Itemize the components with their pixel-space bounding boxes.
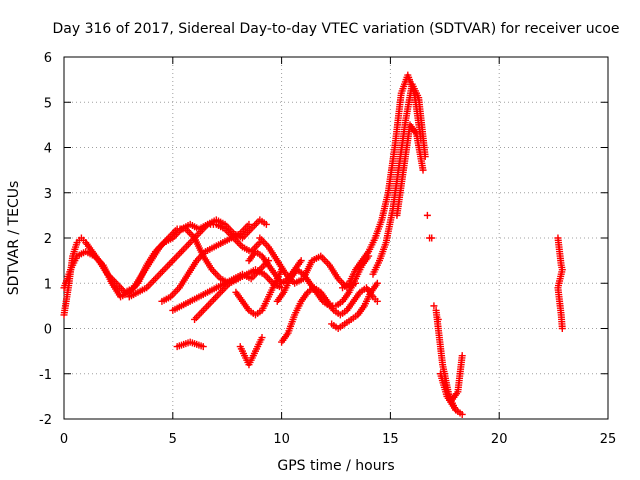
- data-point: [558, 325, 566, 332]
- y-tick-label: 2: [44, 232, 52, 247]
- data-point: [245, 220, 253, 228]
- y-axis-label: SDTVAR / TECUs: [6, 181, 22, 296]
- y-tick-labels: -2 -1 0 1 2 3 4 5 6: [39, 51, 52, 428]
- y-tick-label: 6: [44, 51, 52, 66]
- data-point: [373, 297, 381, 305]
- x-tick-label: 0: [60, 432, 68, 447]
- x-tick-label: 20: [491, 432, 508, 447]
- y-tick-label: -1: [39, 368, 52, 383]
- data-point: [430, 302, 438, 310]
- data-point: [423, 211, 431, 219]
- data-point: [373, 279, 381, 287]
- data-point: [452, 406, 460, 414]
- data-point: [258, 334, 266, 342]
- y-tick-label: 1: [44, 277, 52, 292]
- y-tick-label: 0: [44, 323, 52, 338]
- data-point: [262, 220, 270, 228]
- chart-title: Day 316 of 2017, Sidereal Day-to-day VTE…: [53, 21, 620, 37]
- data-point: [458, 410, 466, 418]
- data-point: [419, 166, 427, 174]
- x-tick-labels: 0 5 10 15 20 25: [60, 432, 616, 447]
- x-tick-label: 25: [600, 432, 617, 447]
- x-tick-label: 15: [382, 432, 399, 447]
- data-point: [458, 352, 466, 360]
- y-tick-label: 4: [44, 142, 52, 157]
- y-tick-label: -2: [39, 413, 52, 428]
- grid-lines: [64, 57, 608, 419]
- y-tick-label: 3: [44, 187, 52, 202]
- data-point: [199, 343, 207, 351]
- x-axis-label: GPS time / hours: [277, 458, 394, 474]
- x-tick-label: 5: [169, 432, 177, 447]
- x-tick-label: 10: [273, 432, 290, 447]
- data-points: [60, 71, 566, 418]
- data-point: [426, 234, 434, 242]
- data-point: [297, 257, 305, 265]
- y-tick-label: 5: [44, 96, 52, 111]
